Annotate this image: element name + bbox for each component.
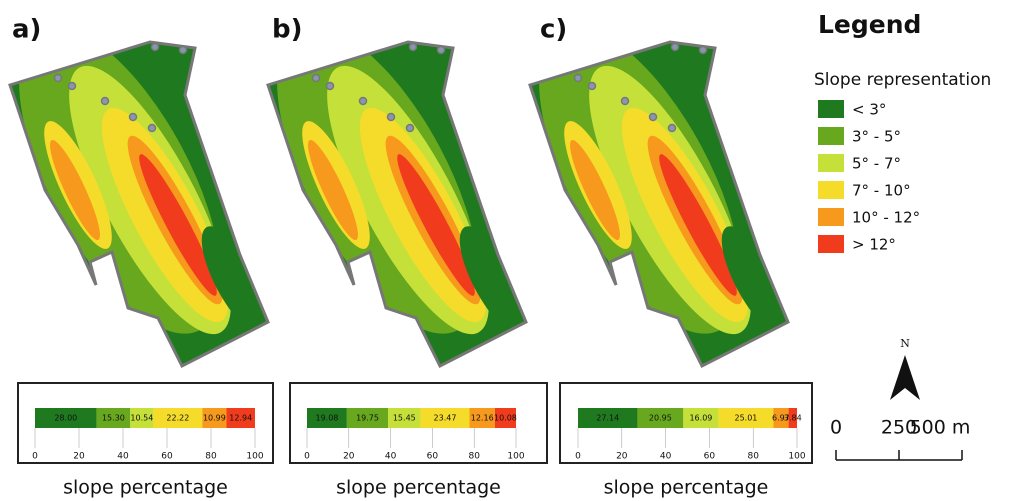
x-axis-label: slope percentage xyxy=(63,477,228,499)
value-label: 20.95 xyxy=(649,414,672,423)
x-tick-label: 80 xyxy=(468,452,480,462)
value-label: 22.22 xyxy=(166,414,189,423)
value-label: 3.84 xyxy=(784,414,802,423)
slope-map-b xyxy=(236,0,538,380)
x-tick-label: 20 xyxy=(73,452,85,462)
value-label: 10.99 xyxy=(203,414,226,423)
panel-label: b) xyxy=(272,15,303,45)
legend-label: 7° - 10° xyxy=(852,182,911,200)
legend-label: 10° - 12° xyxy=(852,209,920,227)
legend-swatch xyxy=(818,127,844,145)
figure: Legend Slope representation N < 3° 3° - 5… xyxy=(0,0,1017,501)
scale-label: 500 m xyxy=(910,417,971,439)
value-label: 12.94 xyxy=(229,414,252,423)
x-tick-label: 0 xyxy=(304,452,310,462)
legend-title: Legend xyxy=(818,10,921,39)
value-label: 23.47 xyxy=(434,414,457,423)
value-label: 10.54 xyxy=(130,414,153,423)
legend-swatch xyxy=(818,235,844,253)
x-axis-label: slope percentage xyxy=(604,477,769,499)
x-tick-label: 80 xyxy=(747,452,759,462)
x-tick-label: 60 xyxy=(704,452,716,462)
x-tick-label: 0 xyxy=(32,452,38,462)
x-tick-label: 100 xyxy=(507,452,524,462)
x-tick-label: 40 xyxy=(660,452,672,462)
panel-label: c) xyxy=(540,15,567,45)
value-label: 15.30 xyxy=(102,414,125,423)
x-tick-label: 100 xyxy=(246,452,263,462)
x-tick-label: 20 xyxy=(343,452,355,462)
north-label: N xyxy=(900,337,910,350)
value-label: 10.08 xyxy=(494,414,517,423)
value-label: 15.45 xyxy=(393,414,416,423)
value-label: 27.14 xyxy=(596,414,619,423)
legend-label: < 3° xyxy=(852,101,886,119)
x-tick-label: 0 xyxy=(575,452,581,462)
value-label: 28.00 xyxy=(54,414,77,423)
legend-subtitle: Slope representation xyxy=(814,70,991,90)
slope-map-c xyxy=(498,0,800,380)
x-tick-label: 20 xyxy=(616,452,628,462)
panel-label: a) xyxy=(12,15,41,45)
value-label: 12.16 xyxy=(471,414,494,423)
north-arrow xyxy=(890,355,920,400)
x-tick-label: 100 xyxy=(788,452,805,462)
value-label: 19.08 xyxy=(315,414,338,423)
scale-label: 0 xyxy=(830,417,842,439)
x-axis-label: slope percentage xyxy=(336,477,501,499)
legend-label: 3° - 5° xyxy=(852,128,901,146)
x-tick-label: 40 xyxy=(117,452,129,462)
value-label: 19.75 xyxy=(356,414,379,423)
slope-map-a xyxy=(0,0,281,380)
value-label: 16.09 xyxy=(689,414,712,423)
legend-label: > 12° xyxy=(852,236,896,254)
x-tick-label: 60 xyxy=(427,452,439,462)
x-tick-label: 60 xyxy=(161,452,173,462)
x-tick-label: 40 xyxy=(385,452,397,462)
x-tick-label: 80 xyxy=(205,452,217,462)
legend-label: 5° - 7° xyxy=(852,155,901,173)
legend-swatch xyxy=(818,208,844,226)
legend-swatch xyxy=(818,181,844,199)
value-label: 25.01 xyxy=(734,414,757,423)
legend-swatch xyxy=(818,154,844,172)
legend-swatch xyxy=(818,100,844,118)
